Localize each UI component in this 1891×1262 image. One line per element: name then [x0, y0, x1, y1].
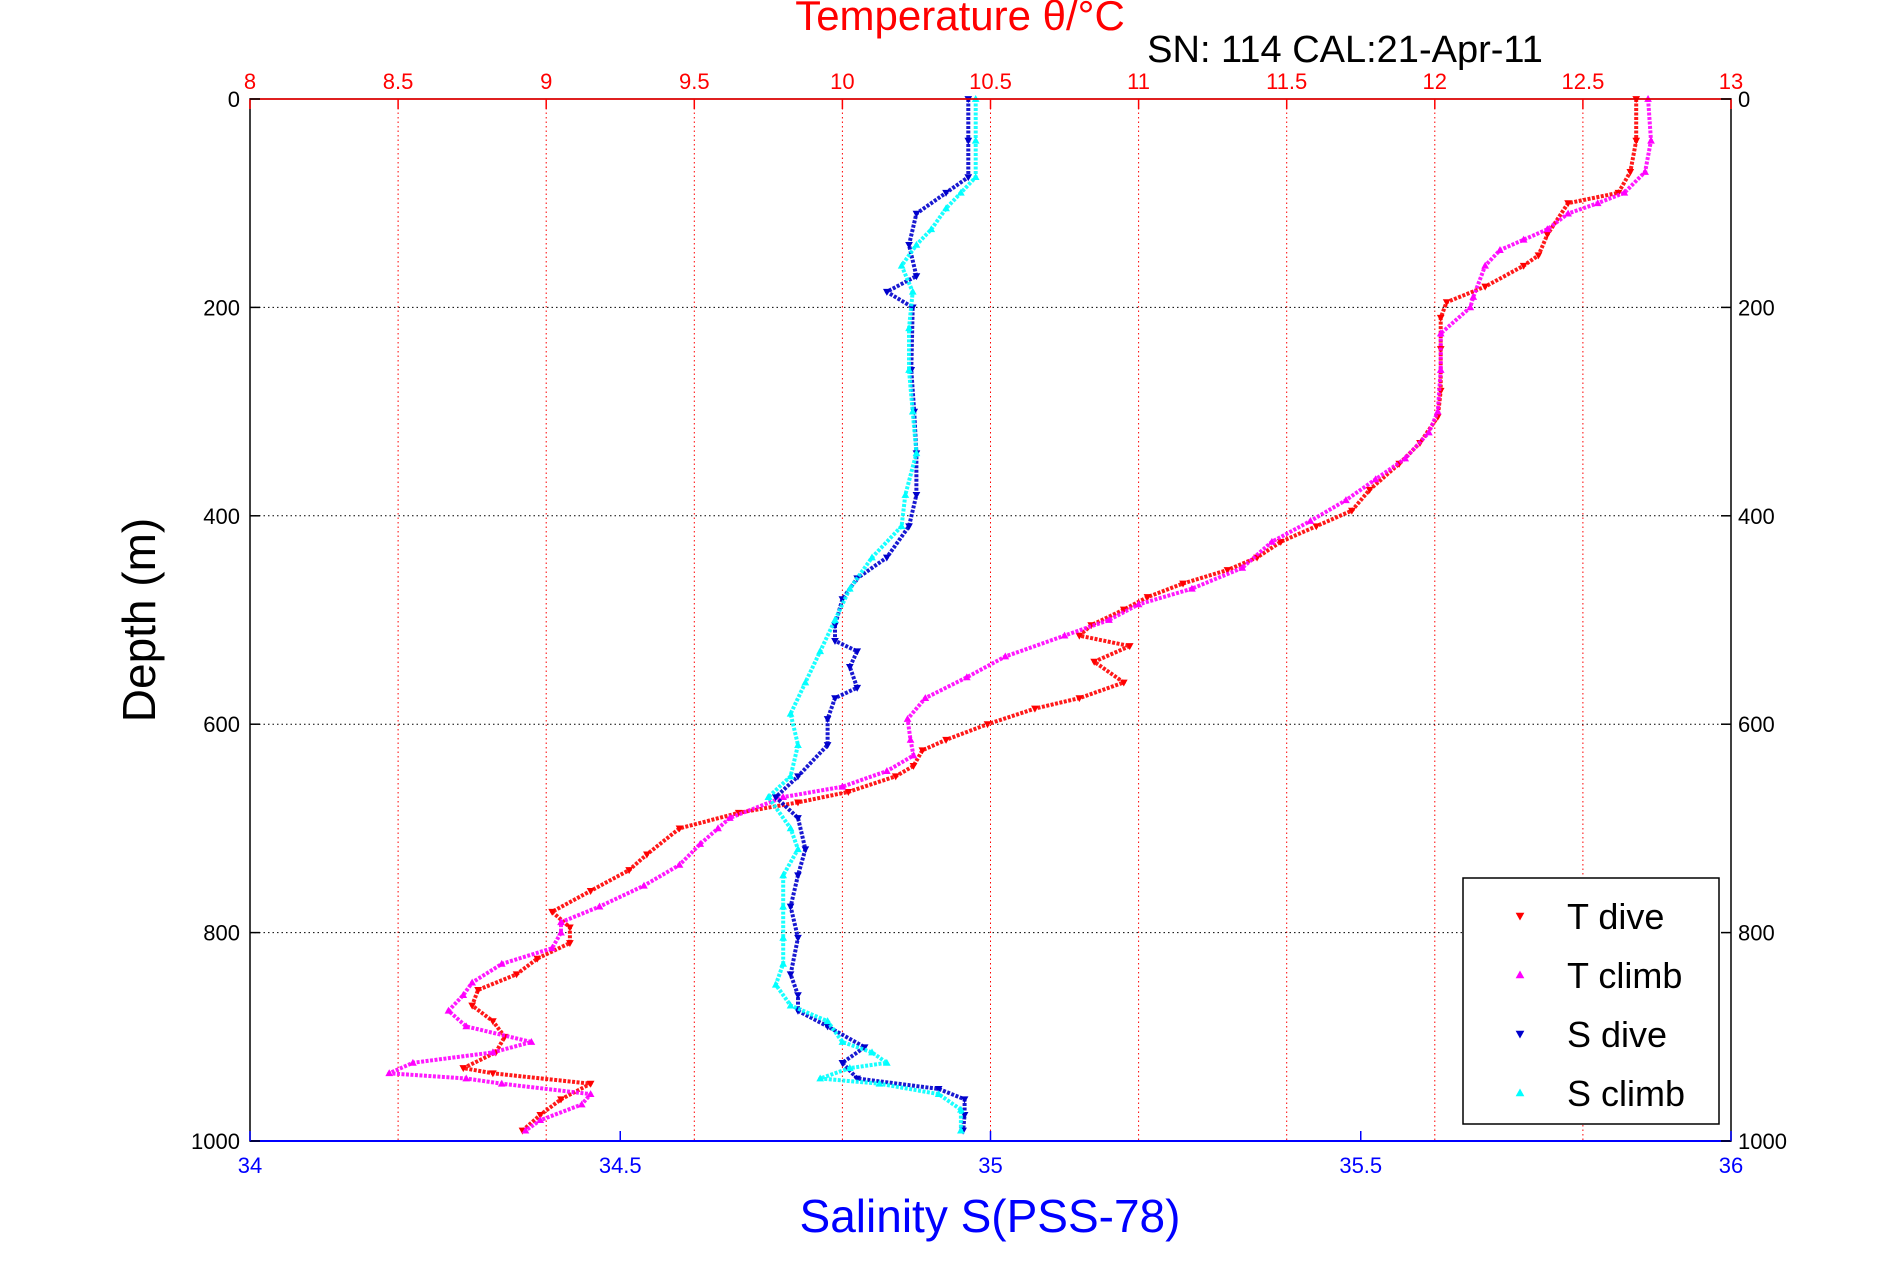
temperature-tick-label: 9: [540, 69, 552, 94]
chart-title: Temperature θ/°C: [795, 0, 1125, 39]
depth-tick-label-right: 600: [1738, 712, 1775, 737]
temperature-tick-label: 10.5: [969, 69, 1012, 94]
depth-tick-label-right: 800: [1738, 921, 1775, 946]
temperature-tick-label: 11: [1127, 69, 1150, 94]
data-series-layer: [385, 94, 1655, 1135]
series-trace-s-climb: [766, 99, 978, 1131]
depth-tick-label-left: 800: [203, 921, 240, 946]
legend-label: T climb: [1567, 955, 1682, 996]
series-trace-t-climb: [387, 98, 1653, 1133]
depth-tick-label-left: 1000: [191, 1129, 240, 1154]
series-s-dive: [771, 96, 973, 1135]
temperature-tick-label: 12.5: [1561, 69, 1604, 94]
salinity-tick-label: 35: [978, 1153, 1002, 1178]
temperature-tick-label: 11.5: [1266, 69, 1307, 94]
legend-entries: T dive T climb S dive S climb: [1515, 896, 1685, 1114]
x-axis-title: Salinity S(PSS-78): [800, 1190, 1181, 1242]
depth-tick-label-left: 400: [203, 504, 240, 529]
legend-label: S dive: [1567, 1014, 1667, 1055]
depth-tick-label-right: 400: [1738, 504, 1775, 529]
legend-marker-s-dive: [1515, 1030, 1525, 1039]
depth-tick-label-right: 1000: [1738, 1129, 1787, 1154]
series-trace-t-dive: [461, 99, 1639, 1133]
legend-label: S climb: [1567, 1073, 1685, 1114]
y-axis-title: Depth (m): [113, 518, 165, 722]
series-trace-s-dive: [773, 99, 971, 1131]
series-s-climb: [764, 94, 980, 1134]
temperature-tick-label: 8.5: [383, 69, 414, 94]
legend-marker-s-climb: [1515, 1088, 1525, 1097]
legend-marker-t-dive: [1515, 912, 1525, 921]
salinity-tick-label: 34.5: [599, 1153, 642, 1178]
temperature-tick-label: 8: [244, 69, 256, 94]
depth-tick-label-left: 200: [203, 295, 240, 320]
temperature-tick-label: 9.5: [679, 69, 710, 94]
series-t-climb: [385, 94, 1655, 1134]
depth-tick-label-left: 600: [203, 712, 240, 737]
temperature-tick-label: 13: [1719, 69, 1743, 94]
legend-box: [1462, 877, 1720, 1125]
depth-tick-label-left: 0: [228, 87, 240, 112]
depth-tick-label-right: 200: [1738, 295, 1775, 320]
salinity-tick-label: 34: [238, 1153, 262, 1178]
legend-label: T dive: [1567, 896, 1664, 937]
temperature-tick-label: 12: [1423, 69, 1447, 94]
legend: T dive T climb S dive S climb: [1462, 877, 1720, 1125]
chart-subtitle: SN: 114 CAL:21-Apr-11: [1147, 29, 1543, 71]
depth-tick-label-right: 0: [1738, 87, 1750, 112]
salinity-tick-label: 35.5: [1339, 1153, 1382, 1178]
legend-marker-t-climb: [1515, 970, 1525, 979]
salinity-tick-label: 36: [1719, 1153, 1743, 1178]
temperature-tick-label: 10: [830, 69, 854, 94]
